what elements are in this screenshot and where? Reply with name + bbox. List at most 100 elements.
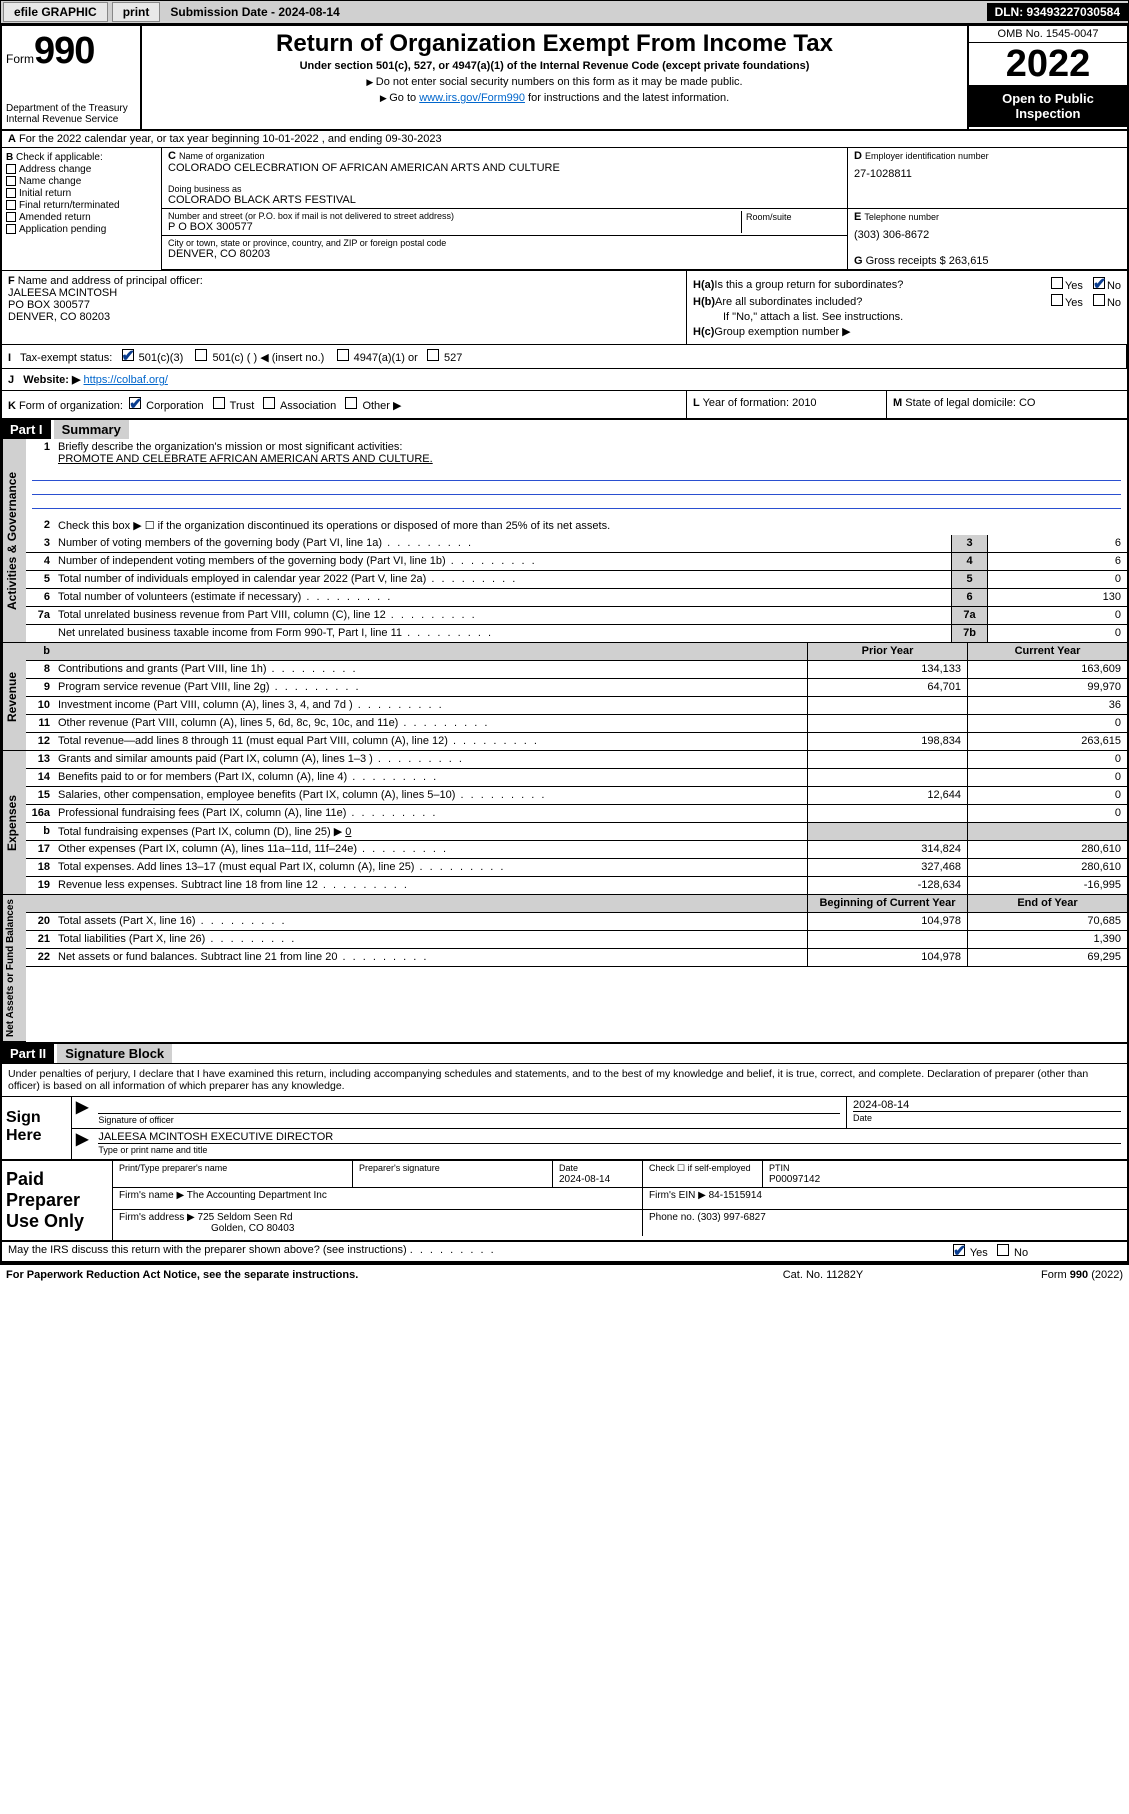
line-curr: 280,610 xyxy=(967,841,1127,858)
form-subtitle: Under section 501(c), 527, or 4947(a)(1)… xyxy=(150,60,959,72)
ha-no-chk[interactable] xyxy=(1093,277,1105,289)
firm-addr2: Golden, CO 80403 xyxy=(211,1223,294,1234)
summary-line: 20 Total assets (Part X, line 16) 104,97… xyxy=(26,913,1127,931)
letter-hc: H(c) xyxy=(693,326,714,338)
chk-corp[interactable] xyxy=(129,397,141,409)
hb-no: No xyxy=(1107,297,1121,309)
line-curr: 0 xyxy=(967,769,1127,786)
website-link[interactable]: https://colbaf.org/ xyxy=(84,374,168,386)
chk-name-change[interactable] xyxy=(6,176,16,186)
discuss-yes-chk[interactable] xyxy=(953,1244,965,1256)
line-num: 21 xyxy=(26,931,54,948)
line-desc: Net assets or fund balances. Subtract li… xyxy=(54,949,807,966)
summary-body: Activities & Governance 1 Briefly descri… xyxy=(2,439,1127,643)
irs-link[interactable]: www.irs.gov/Form990 xyxy=(419,92,525,104)
line-prior xyxy=(807,805,967,822)
line2-text: Check this box ▶ ☐ if the organization d… xyxy=(54,517,1127,535)
gross-value: 263,615 xyxy=(949,255,989,267)
ha-yes-chk[interactable] xyxy=(1051,277,1063,289)
discuss-yes: Yes xyxy=(970,1247,988,1259)
row-ij: I Tax-exempt status: 501(c)(3) 501(c) ( … xyxy=(2,345,1127,369)
letter-i: I xyxy=(8,352,11,364)
letter-l: L xyxy=(693,397,700,409)
chk-4947[interactable] xyxy=(337,349,349,361)
hdr-eoy: End of Year xyxy=(967,895,1127,912)
line-desc: Contributions and grants (Part VIII, lin… xyxy=(54,661,807,678)
part1-header-row: Part I Summary xyxy=(2,420,1127,439)
officer-addr2: DENVER, CO 80203 xyxy=(8,311,680,323)
summary-line: 15 Salaries, other compensation, employe… xyxy=(26,787,1127,805)
letter-e: E xyxy=(854,211,861,223)
chk-initial-return[interactable] xyxy=(6,188,16,198)
sig-date-label: Date xyxy=(853,1113,872,1123)
chk-amended[interactable] xyxy=(6,212,16,222)
line-desc: Salaries, other compensation, employee b… xyxy=(54,787,807,804)
line1-label: Briefly describe the organization's miss… xyxy=(58,441,402,453)
line-num: 7a xyxy=(26,607,54,624)
footer-right: Form 990 (2022) xyxy=(923,1269,1123,1281)
ha-yes: Yes xyxy=(1065,280,1083,292)
sig-name-title: JALEESA MCINTOSH EXECUTIVE DIRECTOR xyxy=(98,1131,1121,1143)
lbl-final-return: Final return/terminated xyxy=(19,200,120,211)
ha-no: No xyxy=(1107,280,1121,292)
summary-line: 7a Total unrelated business revenue from… xyxy=(26,607,1127,625)
discuss-no-chk[interactable] xyxy=(997,1244,1009,1256)
line-desc: Total assets (Part X, line 16) xyxy=(54,913,807,930)
pp-ptin-label: PTIN xyxy=(769,1163,790,1173)
lbl-501c: 501(c) ( ) ◀ (insert no.) xyxy=(213,352,325,364)
letter-g: G xyxy=(854,255,863,267)
line-val: 0 xyxy=(987,607,1127,624)
lbl-amended: Amended return xyxy=(19,212,91,223)
chk-501c[interactable] xyxy=(195,349,207,361)
col-f: F Name and address of principal officer:… xyxy=(2,271,687,344)
discuss-no: No xyxy=(1014,1247,1028,1259)
lbl-initial-return: Initial return xyxy=(19,188,71,199)
letter-c: C xyxy=(168,150,176,162)
line-num: 19 xyxy=(26,877,54,894)
lbl-assoc: Association xyxy=(280,400,336,412)
form-header: Form 990 Department of the Treasury Inte… xyxy=(2,26,1127,131)
line-box: 4 xyxy=(951,553,987,570)
pp-date: 2024-08-14 xyxy=(559,1174,610,1185)
firm-ein: 84-1515914 xyxy=(709,1190,762,1201)
firm-ein-label: Firm's EIN ▶ xyxy=(649,1190,706,1201)
line-curr: 163,609 xyxy=(967,661,1127,678)
efile-button[interactable]: efile GRAPHIC xyxy=(3,2,108,22)
chk-trust[interactable] xyxy=(213,397,225,409)
firm-name: The Accounting Department Inc xyxy=(187,1190,327,1201)
line-num: 13 xyxy=(26,751,54,768)
hb-label: Are all subordinates included? xyxy=(715,296,1051,308)
line-num: 16a xyxy=(26,805,54,822)
summary-line: 10 Investment income (Part VIII, column … xyxy=(26,697,1127,715)
section-fh: F Name and address of principal officer:… xyxy=(2,271,1127,345)
line-val: 6 xyxy=(987,553,1127,570)
line-prior xyxy=(807,751,967,768)
chk-527[interactable] xyxy=(427,349,439,361)
chk-app-pending[interactable] xyxy=(6,224,16,234)
summary-line: 21 Total liabilities (Part X, line 26) 1… xyxy=(26,931,1127,949)
summary-line: 22 Net assets or fund balances. Subtract… xyxy=(26,949,1127,967)
hdr-prior: Prior Year xyxy=(807,643,967,660)
summary-line: 4 Number of independent voting members o… xyxy=(26,553,1127,571)
hb-yes-chk[interactable] xyxy=(1051,294,1063,306)
year-formation-label: Year of formation: xyxy=(703,397,789,409)
chk-501c3[interactable] xyxy=(122,349,134,361)
vtab-netassets: Net Assets or Fund Balances xyxy=(2,895,26,1042)
ha-label: Is this a group return for subordinates? xyxy=(714,279,1051,291)
line-desc: Benefits paid to or for members (Part IX… xyxy=(54,769,807,786)
chk-address-change[interactable] xyxy=(6,164,16,174)
chk-final-return[interactable] xyxy=(6,200,16,210)
discuss-row: May the IRS discuss this return with the… xyxy=(2,1242,1127,1263)
line-num: 11 xyxy=(26,715,54,732)
form-container: Form 990 Department of the Treasury Inte… xyxy=(0,24,1129,1265)
chk-assoc[interactable] xyxy=(263,397,275,409)
row-klm: K Form of organization: Corporation Trus… xyxy=(2,391,1127,420)
lbl-app-pending: Application pending xyxy=(19,224,106,235)
lbl-address-change: Address change xyxy=(19,164,91,175)
print-button[interactable]: print xyxy=(112,2,161,22)
chk-other[interactable] xyxy=(345,397,357,409)
summary-line: 16a Professional fundraising fees (Part … xyxy=(26,805,1127,823)
tax-year: 2022 xyxy=(969,43,1127,85)
hb-no-chk[interactable] xyxy=(1093,294,1105,306)
summary-line: 11 Other revenue (Part VIII, column (A),… xyxy=(26,715,1127,733)
